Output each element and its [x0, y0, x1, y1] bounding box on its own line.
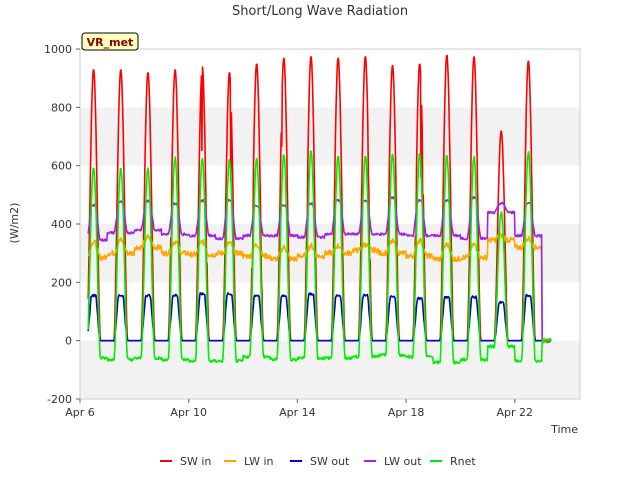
x-tick-label: Apr 18: [388, 406, 425, 419]
chart-title: Short/Long Wave Radiation: [232, 4, 408, 19]
series-line-rnet: [87, 150, 552, 365]
legend-label-sw-in: SW in: [180, 455, 211, 468]
series-line-sw-out: [87, 292, 552, 343]
y-tick-label: 600: [51, 160, 72, 173]
legend: SW in LW in SW out LW out Rnet: [160, 455, 476, 468]
y-tick-label: 400: [51, 218, 72, 231]
y-axis-label: (W/m2): [8, 203, 21, 244]
legend-label-lw-out: LW out: [384, 455, 422, 468]
legend-label-sw-out: SW out: [310, 455, 350, 468]
x-tick-label: Apr 10: [170, 406, 207, 419]
series-line-lw-in: [87, 232, 552, 344]
grid-band: [80, 107, 580, 166]
series-line-lw-out: [87, 195, 552, 343]
y-tick-label: -200: [47, 393, 72, 406]
y-tick-label: 200: [51, 276, 72, 289]
x-tick-label: Apr 14: [279, 406, 316, 419]
grid-band: [80, 340, 580, 399]
x-tick-label: Apr 6: [65, 406, 95, 419]
y-tick-label: 0: [65, 335, 72, 348]
site-label-box: VR_met: [81, 32, 139, 51]
x-axis-label: Time: [550, 423, 578, 436]
site-label: VR_met: [87, 36, 134, 49]
plot-area: -200 0 200 400 600 800 1000 Apr 6 Apr 10 Apr 14 Ap…: [44, 43, 581, 419]
y-tick-label: 800: [51, 101, 72, 114]
y-tick-label: 1000: [44, 43, 72, 56]
legend-label-rnet: Rnet: [450, 455, 476, 468]
x-tick-label: Apr 22: [497, 406, 534, 419]
legend-label-lw-in: LW in: [244, 455, 274, 468]
